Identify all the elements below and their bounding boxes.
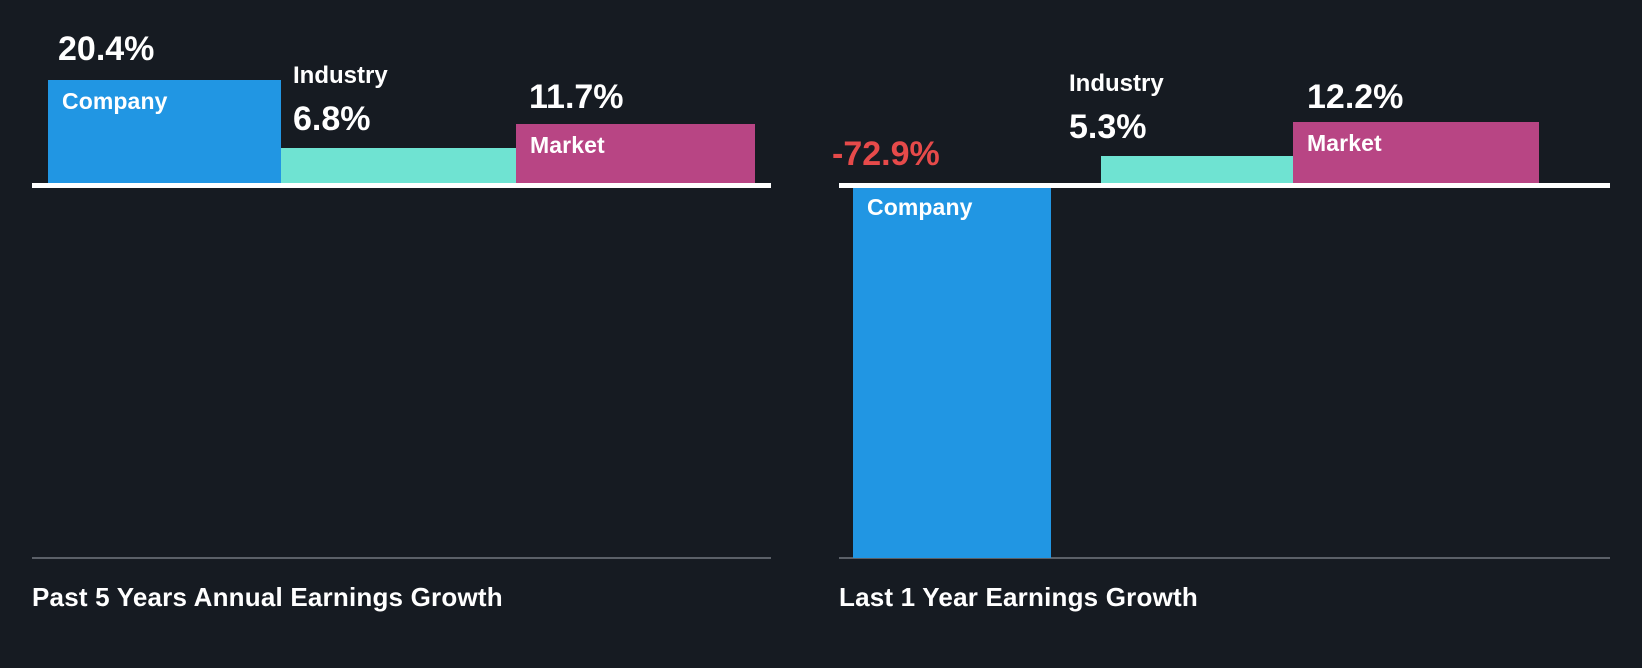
value-label-industry-left: 6.8% <box>293 100 371 138</box>
bar-market-left[interactable]: Market <box>516 124 755 183</box>
plot-area-right: -72.9% Company Industry 5.3% 12.2% Marke… <box>820 0 1642 560</box>
series-name-industry-right: Industry <box>1069 70 1164 97</box>
bar-inside-label-market-left: Market <box>530 132 605 158</box>
value-label-company-right: -72.9% <box>832 135 940 173</box>
value-label-market-right: 12.2% <box>1307 78 1404 116</box>
caption-last-1-year: Last 1 Year Earnings Growth <box>839 582 1198 612</box>
chart-panel-past-5-years: 20.4% Company Industry 6.8% 11.7% Market… <box>0 0 806 668</box>
zero-axis-right <box>839 183 1610 188</box>
bar-company-right[interactable]: Company <box>853 186 1051 558</box>
bar-inside-label-company-left: Company <box>62 88 168 114</box>
bar-inside-label-company-right: Company <box>867 194 973 220</box>
zero-axis-left <box>32 183 771 188</box>
chart-panel-last-1-year: -72.9% Company Industry 5.3% 12.2% Marke… <box>820 0 1642 668</box>
value-label-company-left: 20.4% <box>58 30 155 68</box>
plot-area-left: 20.4% Company Industry 6.8% 11.7% Market <box>0 0 806 560</box>
bottom-rule-right <box>839 557 1610 559</box>
value-label-market-left: 11.7% <box>529 78 624 116</box>
bar-company-left[interactable]: Company <box>48 80 281 183</box>
series-name-industry-left: Industry <box>293 62 388 89</box>
bottom-rule-left <box>32 557 771 559</box>
bar-inside-label-market-right: Market <box>1307 130 1382 156</box>
caption-past-5-years: Past 5 Years Annual Earnings Growth <box>32 582 503 612</box>
bar-market-right[interactable]: Market <box>1293 122 1539 183</box>
bar-industry-left[interactable] <box>281 148 516 183</box>
value-label-industry-right: 5.3% <box>1069 108 1147 146</box>
